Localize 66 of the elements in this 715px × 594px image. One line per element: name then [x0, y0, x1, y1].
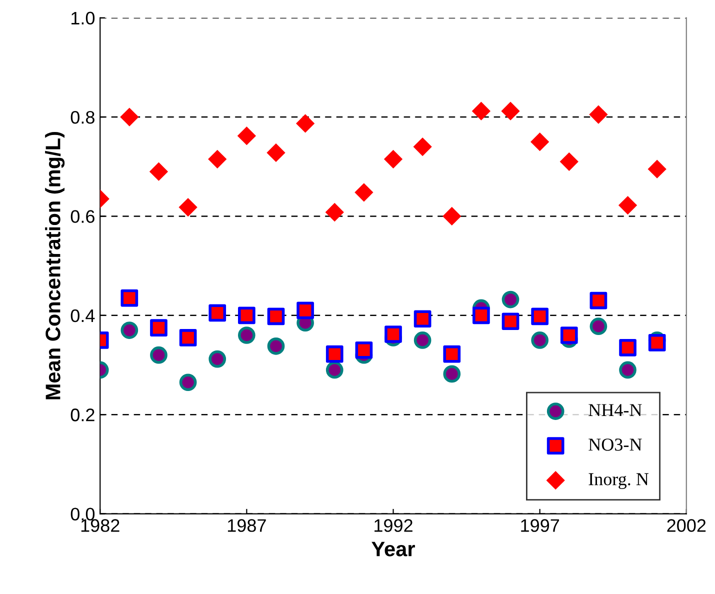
x-tick-label: 1992 [374, 519, 412, 532]
point [120, 289, 138, 307]
point [648, 160, 666, 178]
point [384, 326, 402, 343]
point [560, 152, 578, 171]
point [266, 143, 286, 162]
point [414, 332, 432, 349]
point [208, 350, 226, 368]
point [325, 202, 344, 222]
x-tick-label: 1982 [81, 519, 120, 532]
point [443, 365, 461, 383]
point [590, 292, 608, 310]
point [208, 304, 226, 322]
point [443, 345, 461, 363]
point [531, 308, 548, 326]
point [238, 306, 256, 324]
point [120, 322, 138, 339]
point [384, 150, 403, 168]
point [442, 206, 462, 226]
point [326, 361, 344, 379]
y-tick-label: 0.6 [70, 210, 94, 223]
point [472, 102, 491, 120]
point [531, 332, 548, 349]
point [267, 337, 285, 355]
point [150, 346, 168, 364]
x-tick-label: 2002 [667, 519, 706, 532]
x-tick-label: 1997 [521, 519, 560, 532]
point [472, 306, 490, 324]
legend-label: Inorg. N [588, 473, 649, 489]
point [414, 310, 432, 328]
point [149, 162, 168, 181]
point [619, 361, 636, 379]
point [150, 319, 168, 336]
y-tick-label: 0.8 [70, 110, 94, 124]
point [179, 374, 197, 392]
point [208, 150, 227, 168]
point [237, 126, 256, 146]
point [413, 137, 432, 156]
point [589, 105, 608, 124]
y-tick-label: 0.4 [70, 309, 95, 322]
point [238, 326, 256, 344]
point [618, 196, 638, 215]
point [179, 329, 197, 346]
point [502, 290, 520, 308]
x-axis-title: Year [372, 542, 415, 556]
point [530, 132, 550, 152]
x-tick-label: 1987 [228, 519, 266, 532]
point [267, 308, 285, 326]
point [501, 102, 520, 120]
point [120, 108, 139, 126]
point [590, 318, 608, 335]
legend-label: NO3-N [588, 438, 642, 451]
point [296, 302, 314, 320]
y-tick-label: 0.2 [70, 408, 94, 422]
point [648, 334, 666, 352]
point [560, 326, 578, 344]
point [354, 183, 374, 202]
y-tick-label: 1.0 [72, 12, 95, 25]
point [178, 198, 198, 217]
point [355, 341, 373, 359]
point [296, 114, 315, 133]
y-axis-title: Mean Concentration (mg/L) [45, 132, 65, 400]
point [326, 345, 344, 363]
point [502, 312, 520, 330]
legend-label: NH4-N [588, 404, 642, 416]
point [619, 338, 636, 356]
